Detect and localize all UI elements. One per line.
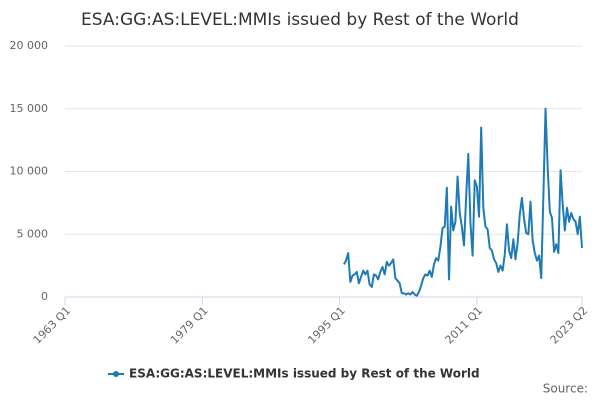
- x-tick-label: 1979 Q1: [168, 304, 211, 347]
- source: Source:: [543, 382, 588, 396]
- legend-label: ESA:GG:AS:LEVEL:MMIs issued by Rest of t…: [129, 367, 480, 381]
- x-tick-label: 1963 Q1: [31, 304, 74, 347]
- chart-title: ESA:GG:AS:LEVEL:MMIs issued by Rest of t…: [81, 10, 519, 30]
- y-tick-label: 20 000: [10, 39, 49, 52]
- legend-marker: [113, 371, 119, 377]
- x-tick-label: 2011 Q1: [443, 304, 486, 347]
- y-tick-label: 10 000: [10, 165, 49, 178]
- y-tick-label: 15 000: [10, 102, 49, 115]
- y-tick-label: 5 000: [17, 227, 49, 240]
- series-line: [343, 107, 583, 297]
- y-tick-label: 0: [41, 290, 48, 303]
- x-tick-label: 2023 Q2: [548, 304, 591, 347]
- x-tick-label: 1995 Q1: [305, 304, 348, 347]
